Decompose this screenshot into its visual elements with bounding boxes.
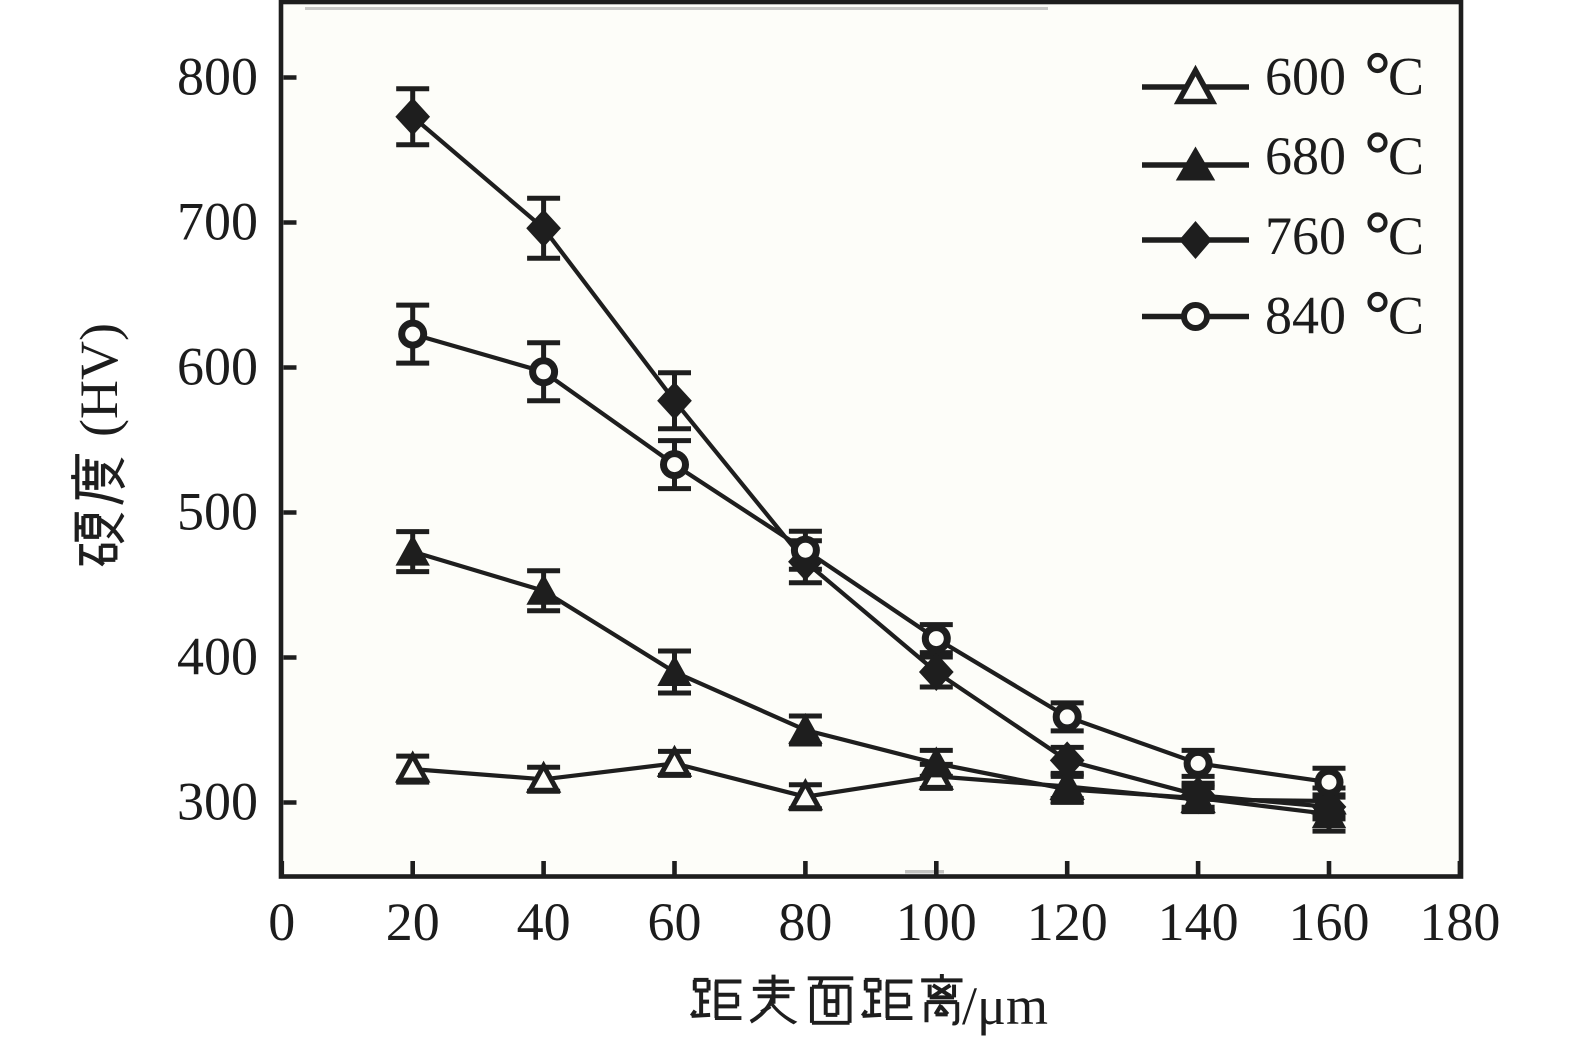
svg-text:300: 300 xyxy=(177,772,258,832)
svg-text:C: C xyxy=(1388,47,1424,107)
svg-text:120: 120 xyxy=(1027,892,1108,952)
svg-text:160: 160 xyxy=(1289,892,1370,952)
svg-text:20: 20 xyxy=(386,892,440,952)
svg-text:(HV): (HV) xyxy=(69,323,129,437)
svg-text:760: 760 xyxy=(1265,206,1346,266)
svg-text:500: 500 xyxy=(177,482,258,542)
svg-text:600: 600 xyxy=(1265,47,1346,107)
svg-text:C: C xyxy=(1388,286,1424,346)
svg-text:C: C xyxy=(1388,126,1424,186)
svg-text:800: 800 xyxy=(177,47,258,107)
svg-text:180: 180 xyxy=(1419,892,1500,952)
svg-text:100: 100 xyxy=(896,892,977,952)
svg-text:400: 400 xyxy=(177,627,258,687)
svg-text:140: 140 xyxy=(1158,892,1239,952)
svg-text:80: 80 xyxy=(778,892,832,952)
svg-text:600: 600 xyxy=(177,337,258,397)
svg-text:0: 0 xyxy=(268,892,295,952)
svg-text:C: C xyxy=(1388,206,1424,266)
svg-text:60: 60 xyxy=(648,892,702,952)
svg-text:840: 840 xyxy=(1265,286,1346,346)
svg-text:/μm: /μm xyxy=(962,976,1048,1036)
svg-text:700: 700 xyxy=(177,192,258,252)
svg-text:40: 40 xyxy=(517,892,571,952)
svg-text:680: 680 xyxy=(1265,126,1346,186)
